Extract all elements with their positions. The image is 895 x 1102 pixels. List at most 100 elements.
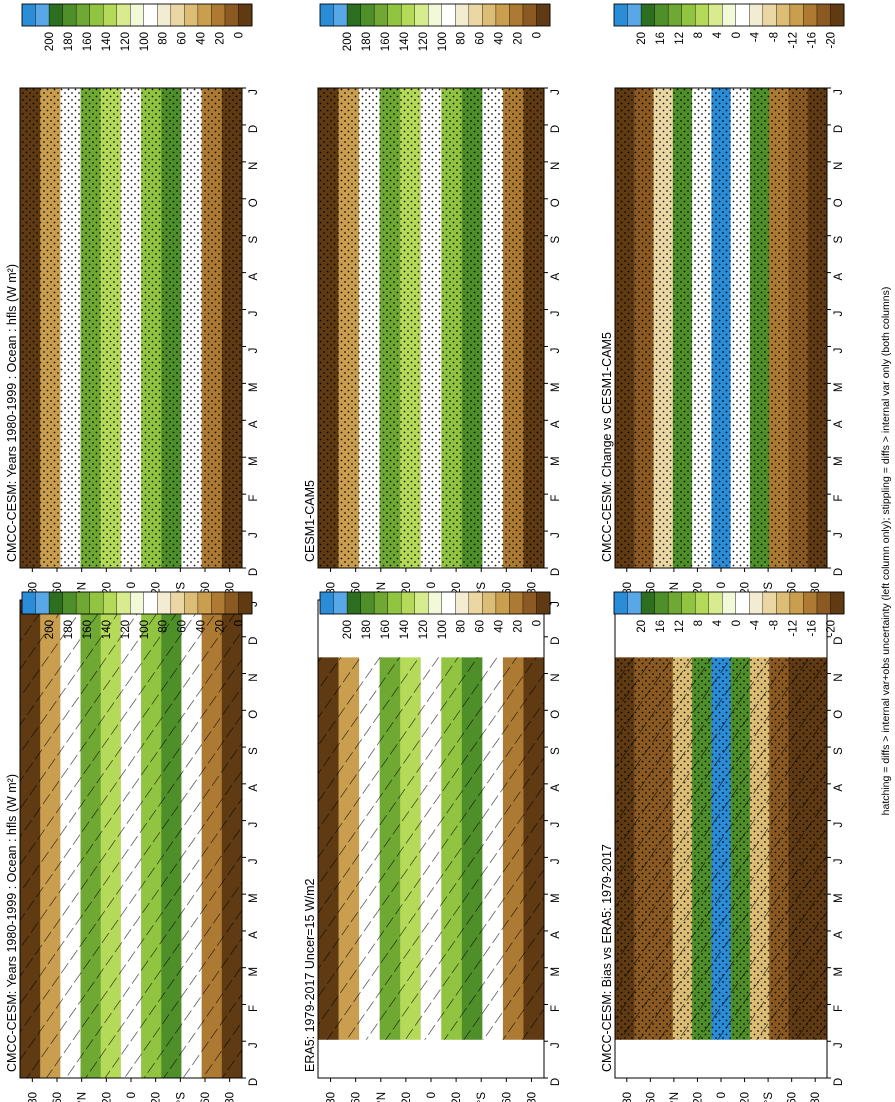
colorbar-swatch [197, 591, 212, 615]
lat-tick-label: 20 [451, 1092, 463, 1102]
chart-panel-1: 80 60 °N 20 0 20 °S 60 80DJFMAMJJASONDJCMCC-CESM… [5, 599, 260, 1102]
colorbar-swatch [333, 3, 348, 27]
month-tick-label: D [248, 125, 260, 133]
colorbar-swatch [89, 3, 104, 27]
chart-panel-6: 80 60 °N 20 0 20 °S 60 80DJFMAMJJASONDJCMCC-CESM… [600, 87, 845, 595]
colorbar-label: -20 [825, 620, 837, 637]
month-tick-label: J [248, 822, 260, 828]
colorbar-label: 200 [342, 32, 354, 51]
colorbar-swatch [387, 3, 402, 27]
lat-tick-label: 60 [787, 582, 799, 595]
chart-panel-5: 80 60 °N 20 0 20 °S 60 80DJFMAMJJASONDJCESM1-CAM… [303, 87, 562, 595]
colorbar-label: -20 [825, 32, 837, 49]
colorbar-swatch [627, 3, 642, 27]
colorbar-label: 80 [456, 32, 468, 45]
lat-tick-label: 60 [645, 1092, 657, 1102]
colorbar-swatch [749, 591, 764, 615]
lat-tick-label: 20 [101, 1092, 113, 1102]
colorbar-swatch [803, 591, 818, 615]
heatmap-field [615, 657, 827, 1040]
month-tick-label: J [248, 311, 260, 317]
colorbar-swatch [211, 3, 226, 27]
colorbar-swatch [536, 591, 551, 615]
lat-tick-label: 60 [501, 1092, 513, 1102]
colorbar-label: 100 [437, 620, 449, 639]
lat-tick-label: °S [763, 1092, 775, 1102]
colorbar-swatch [667, 591, 683, 615]
colorbar-label: 140 [399, 32, 411, 51]
month-tick-label: J [248, 532, 260, 538]
colorbar-swatch [762, 3, 777, 27]
colorbar-swatch [428, 3, 443, 27]
lat-tick-label: 60 [200, 1092, 212, 1102]
colorbar-swatch [360, 3, 375, 27]
colorbar-swatch [749, 3, 764, 27]
month-tick-label: D [833, 637, 845, 645]
colorbar-swatch [735, 591, 750, 615]
month-tick-label: J [833, 532, 845, 538]
lat-tick-label: 80 [622, 582, 634, 595]
colorbar-swatch [708, 591, 723, 615]
colorbar-swatch [116, 3, 131, 27]
colorbar-label: 80 [158, 620, 170, 633]
lat-tick-label: °N [669, 1092, 681, 1102]
colorbar-swatch [482, 591, 497, 615]
panels-group: 80 60 °N 20 0 20 °S 60 80DJFMAMJJASONDJCMCC-CESM… [5, 87, 845, 1102]
colorbar-label: 20 [215, 32, 227, 45]
colorbar-label: -8 [769, 620, 781, 630]
colorbar-label: 100 [437, 32, 449, 51]
month-tick-label: J [248, 1042, 260, 1048]
chart-title: CMCC-CESM: Bias vs ERA5: 1979-2017 [600, 844, 614, 1072]
colorbar-swatch [468, 3, 483, 27]
colorbar-swatch [346, 3, 362, 27]
month-tick-label: A [248, 931, 260, 939]
month-tick-label: M [550, 893, 562, 903]
colorbar-swatch [654, 3, 669, 27]
colorbar-swatch [455, 3, 470, 27]
colorbar-swatch [130, 591, 145, 615]
lat-tick-label: 60 [52, 1092, 64, 1102]
colorbar-label: 160 [82, 620, 94, 639]
month-tick-label: A [550, 784, 562, 792]
colorbar-swatch [170, 591, 185, 615]
month-tick-label: O [248, 710, 260, 719]
colorbar-swatch [694, 591, 710, 615]
colorbar-2: 200 180 160 140 120 100 80 60 40 20 0 [319, 591, 551, 639]
colorbar-label: 120 [418, 620, 430, 639]
colorbar-frame [319, 3, 551, 27]
colorbar-swatch [35, 3, 50, 27]
colorbar-swatch [536, 3, 551, 27]
month-tick-label: S [248, 747, 260, 755]
month-tick-label: J [248, 348, 260, 354]
colorbar-swatch [509, 591, 524, 615]
lat-tick-label: 60 [351, 1092, 363, 1102]
colorbar-swatch [48, 3, 64, 27]
colorbar-label: 180 [361, 32, 373, 51]
month-tick-label: D [833, 1078, 845, 1086]
colorbar-label: 40 [494, 620, 506, 633]
colorbar-swatch [143, 591, 158, 615]
colorbar-label: 12 [674, 620, 686, 633]
month-tick-label: A [833, 272, 845, 280]
colorbar-swatch [238, 591, 253, 615]
colorbar-swatch [62, 3, 77, 27]
colorbar-swatch [102, 3, 118, 27]
colorbar-swatch [776, 591, 791, 615]
lat-tick-label: °S [175, 582, 187, 595]
month-tick-label: J [833, 348, 845, 354]
month-tick-label: N [833, 162, 845, 170]
colorbar-swatch [143, 3, 158, 27]
month-tick-label: J [833, 822, 845, 828]
month-tick-label: M [833, 893, 845, 903]
month-tick-label: F [833, 1005, 845, 1012]
colorbar-label: 16 [655, 32, 667, 45]
chart-title: CMCC-CESM: Years 1980-1999 : Ocean : hfl… [5, 774, 19, 1072]
lat-tick-label: °S [175, 1092, 187, 1102]
heatmap-field [318, 657, 544, 1040]
lat-tick-label: 20 [740, 582, 752, 595]
month-tick-label: M [833, 456, 845, 466]
colorbar-label: 4 [712, 31, 724, 38]
month-tick-label: N [550, 673, 562, 681]
month-tick-label: A [550, 931, 562, 939]
lat-tick-label: °S [476, 582, 488, 595]
